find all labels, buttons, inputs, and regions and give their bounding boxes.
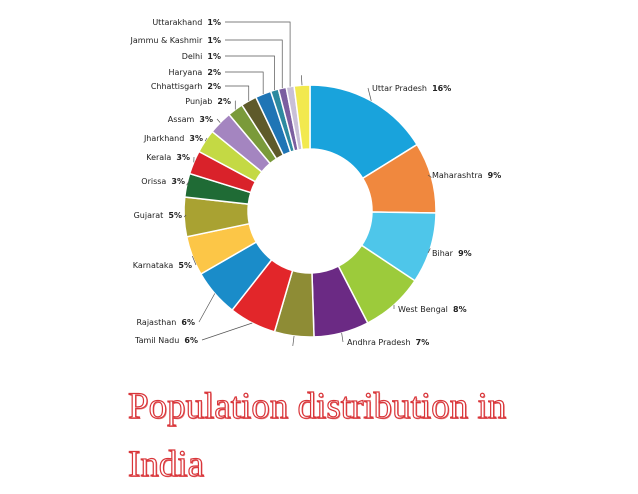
category-label: Uttarakhand (152, 18, 202, 27)
leader-line (225, 40, 282, 88)
slice-label: Rajasthan 6% (137, 318, 195, 327)
category-label: Orissa (141, 177, 166, 186)
slice-label: Delhi 1% (182, 52, 221, 61)
chart: Uttar Pradesh 16%Maharashtra 9%Bihar 9%W… (0, 0, 638, 370)
category-label: Bihar (432, 249, 454, 258)
slice-label: Maharashtra 9% (432, 171, 501, 180)
value-label: 16% (432, 84, 451, 93)
slice-label: Punjab 2% (185, 97, 231, 106)
category-label: Andhra Pradesh (347, 338, 411, 347)
slice-label: Tamil Nadu 6% (134, 336, 198, 345)
slice-label: Karnataka 5% (133, 261, 192, 270)
category-label: Jammu & Kashmir (130, 36, 204, 45)
leader-line (225, 56, 275, 90)
value-label: 9% (458, 249, 472, 258)
value-label: 6% (184, 336, 198, 345)
leader-line (199, 294, 215, 322)
page: {"chart_data": {"type": "donut", "title"… (0, 0, 638, 478)
slice-label: Haryana 2% (168, 68, 221, 77)
value-label: 3% (199, 115, 213, 124)
slice-label: Bihar 9% (432, 249, 472, 258)
chart-title: Population distribution in India (128, 378, 518, 494)
slice-label: Jharkhand 3% (143, 134, 203, 143)
value-label: 8% (453, 305, 467, 314)
value-label: 1% (207, 18, 221, 27)
category-label: Assam (168, 115, 195, 124)
value-label: 2% (207, 82, 221, 91)
category-label: Kerala (146, 153, 171, 162)
value-label: 6% (181, 318, 195, 327)
leader-line (217, 119, 220, 123)
leader-line (225, 72, 263, 94)
category-label: West Bengal (398, 305, 448, 314)
leader-line (293, 336, 294, 346)
value-label: 1% (207, 52, 221, 61)
category-label: Chhattisgarh (151, 82, 203, 91)
value-label: 5% (168, 211, 182, 220)
category-label: Jharkhand (143, 134, 184, 143)
value-label: 5% (178, 261, 192, 270)
category-label: Haryana (168, 68, 202, 77)
slice-label: Andhra Pradesh 7% (347, 338, 429, 347)
slice-label: Orissa 3% (141, 177, 185, 186)
category-label: Gujarat (134, 211, 164, 220)
slice-label: Assam 3% (168, 115, 213, 124)
slice-label: Uttar Pradesh 16% (372, 84, 451, 93)
leader-line (301, 75, 302, 85)
slice-label: Kerala 3% (146, 153, 190, 162)
slice-label: Uttarakhand 1% (152, 18, 221, 27)
leader-line (202, 323, 252, 340)
category-label: Uttar Pradesh (372, 84, 427, 93)
value-label: 9% (488, 171, 502, 180)
slice-label: West Bengal 8% (398, 305, 467, 314)
slice-label: Gujarat 5% (134, 211, 182, 220)
value-label: 1% (207, 36, 221, 45)
category-label: Punjab (185, 97, 212, 106)
value-label: 3% (189, 134, 203, 143)
category-label: Delhi (182, 52, 203, 61)
category-label: Karnataka (133, 261, 174, 270)
value-label: 2% (207, 68, 221, 77)
slice-label: Jammu & Kashmir 1% (130, 36, 221, 45)
value-label: 7% (416, 338, 430, 347)
value-label: 2% (217, 97, 231, 106)
category-label: Tamil Nadu (134, 336, 179, 345)
leader-line (225, 22, 290, 87)
slice-label: Chhattisgarh 2% (151, 82, 221, 91)
value-label: 3% (176, 153, 190, 162)
category-label: Rajasthan (137, 318, 177, 327)
value-label: 3% (171, 177, 185, 186)
leader-line (342, 333, 343, 342)
category-label: Maharashtra (432, 171, 483, 180)
